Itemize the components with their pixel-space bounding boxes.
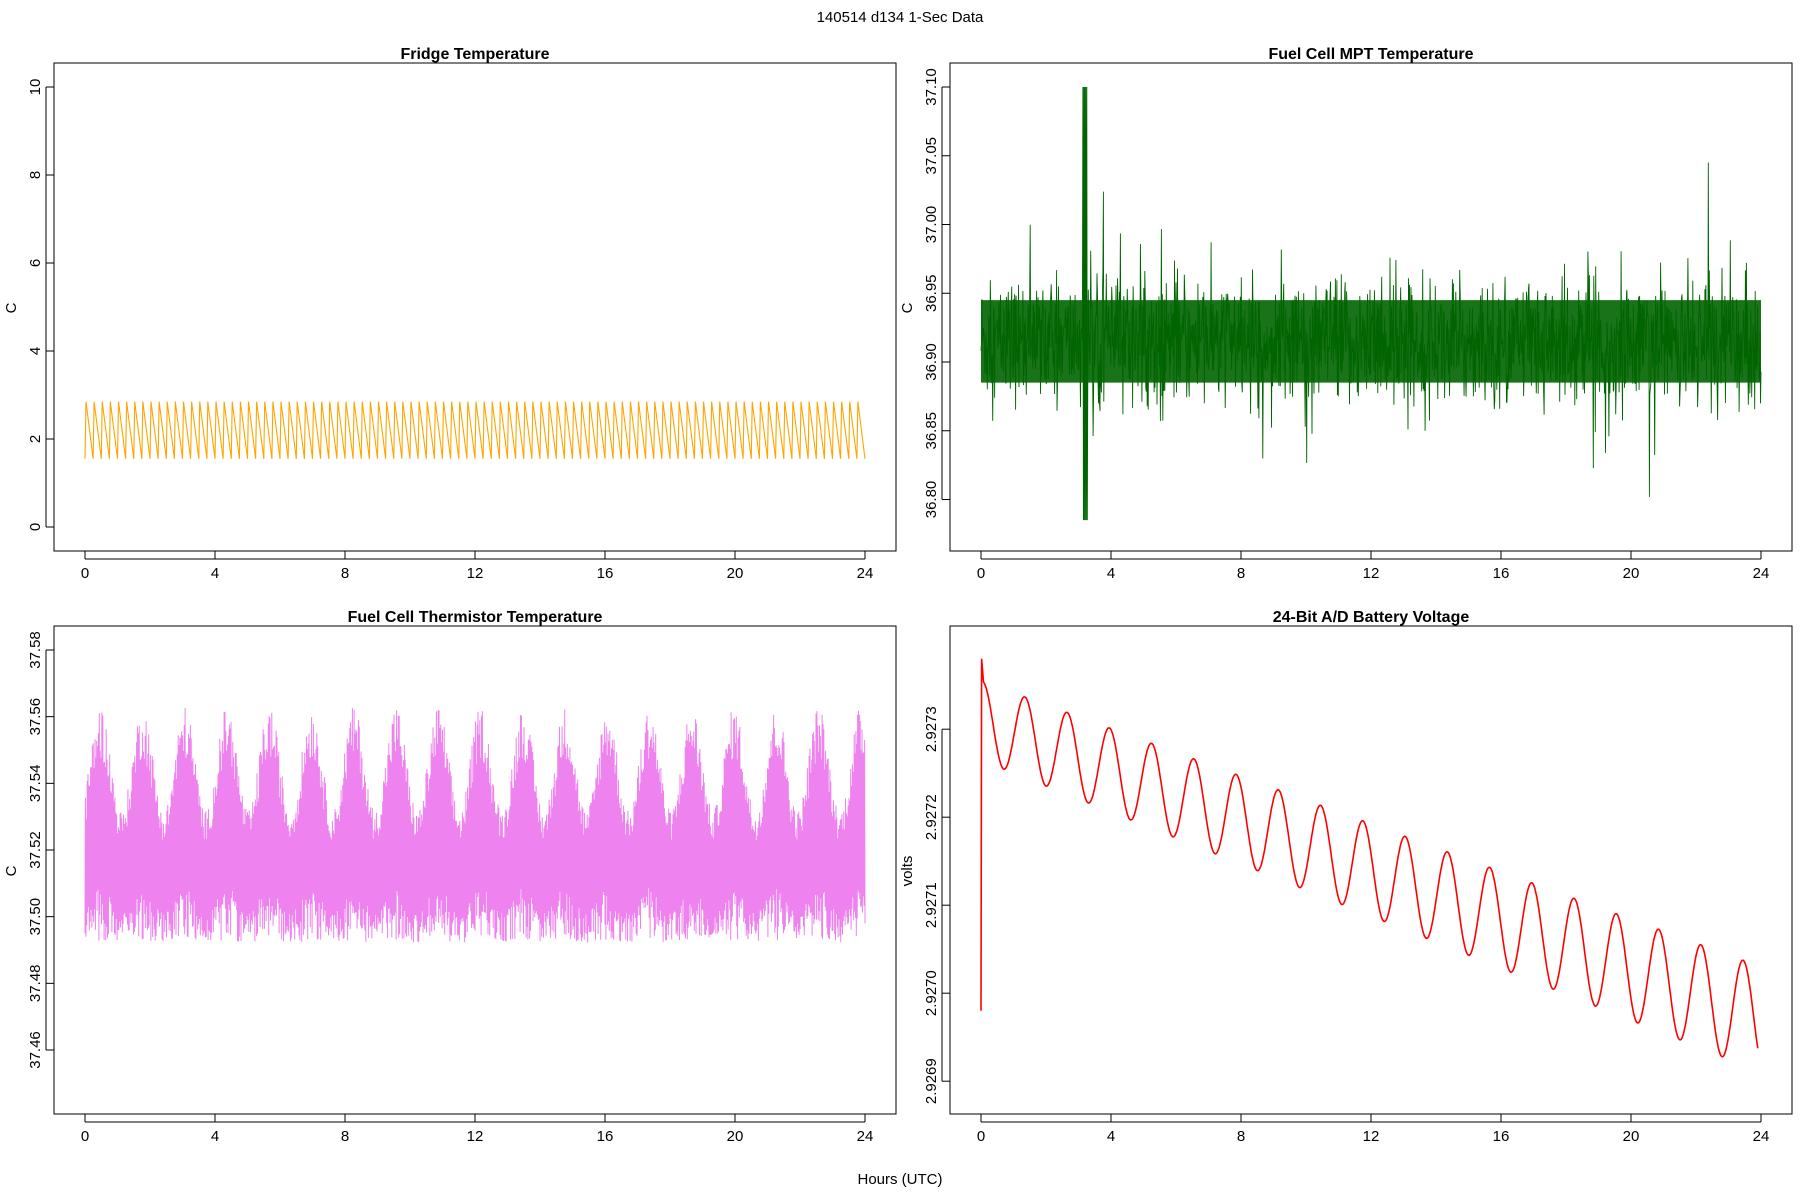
x-tick-label: 0 — [81, 565, 89, 582]
series-line — [980, 658, 1759, 1058]
y-tick-label: 37.54 — [27, 765, 44, 803]
y-axis-label: volts — [899, 856, 916, 887]
x-tick-label: 20 — [727, 565, 744, 582]
x-tick-label: 20 — [1623, 565, 1640, 582]
x-tick-label: 12 — [467, 565, 484, 582]
panel-title: Fridge Temperature — [400, 46, 549, 63]
x-tick-label: 16 — [1493, 1128, 1510, 1145]
y-tick-label: 37.52 — [27, 831, 44, 869]
series-line — [84, 401, 866, 459]
y-tick-label: 2.9271 — [923, 882, 940, 928]
y-tick-label: 37.00 — [923, 206, 940, 244]
plot-frame — [949, 625, 1793, 1115]
plot-frame — [53, 62, 897, 552]
y-tick-label: 10 — [27, 79, 44, 96]
x-tick-label: 0 — [81, 1128, 89, 1145]
battery-voltage-panel: 24-Bit A/D Battery Voltage volts 0 4 8 12 16… — [899, 609, 1793, 1145]
y-axis-label: C — [3, 865, 20, 876]
y-tick-label: 0 — [27, 523, 44, 531]
x-tick-label: 8 — [1237, 565, 1245, 582]
y-tick-label: 2.9273 — [923, 706, 940, 752]
x-tick-label: 20 — [1623, 1128, 1640, 1145]
figure-title: 140514 d134 1-Sec Data — [817, 9, 984, 26]
y-tick-label: 2.9272 — [923, 794, 940, 840]
x-tick-label: 8 — [341, 1128, 349, 1145]
fuel-cell-mpt-temperature-panel: Fuel Cell MPT Temperature C 0 4 8 12 16 20 24 3… — [899, 46, 1793, 582]
figure-xlabel: Hours (UTC) — [858, 1171, 943, 1188]
y-tick-label: 2.9269 — [923, 1058, 940, 1104]
series-line — [84, 707, 866, 943]
x-tick-label: 4 — [1107, 565, 1115, 582]
series-band — [981, 300, 1761, 383]
y-tick-label: 37.50 — [27, 898, 44, 936]
y-tick-label: 37.46 — [27, 1031, 44, 1069]
y-tick-label: 4 — [27, 347, 44, 355]
y-tick-label: 37.48 — [27, 965, 44, 1003]
x-tick-label: 24 — [857, 565, 874, 582]
y-tick-label: 2 — [27, 435, 44, 443]
x-tick-label: 24 — [857, 1128, 874, 1145]
x-tick-label: 16 — [597, 565, 614, 582]
fuel-cell-thermistor-temperature-panel: Fuel Cell Thermistor Temperature C 0 4 8 12… — [3, 609, 897, 1145]
y-tick-label: 36.80 — [923, 481, 940, 519]
x-tick-label: 12 — [1363, 565, 1380, 582]
y-tick-label: 37.05 — [923, 137, 940, 175]
y-axis-label: C — [899, 302, 916, 313]
y-tick-label: 37.10 — [923, 68, 940, 106]
y-tick-label: 37.56 — [27, 698, 44, 736]
y-tick-label: 37.58 — [27, 631, 44, 669]
x-tick-label: 16 — [597, 1128, 614, 1145]
x-tick-label: 8 — [1237, 1128, 1245, 1145]
x-tick-label: 12 — [467, 1128, 484, 1145]
panel-title: Fuel Cell Thermistor Temperature — [348, 609, 603, 626]
y-tick-label: 36.90 — [923, 343, 940, 381]
panel-title: Fuel Cell MPT Temperature — [1268, 46, 1473, 63]
y-tick-label: 36.95 — [923, 274, 940, 312]
x-tick-label: 24 — [1753, 1128, 1770, 1145]
x-tick-label: 4 — [1107, 1128, 1115, 1145]
x-tick-label: 0 — [977, 565, 985, 582]
y-tick-label: 2.9270 — [923, 970, 940, 1016]
y-tick-label: 36.85 — [923, 412, 940, 450]
x-tick-label: 4 — [211, 565, 219, 582]
x-tick-label: 12 — [1363, 1128, 1380, 1145]
x-tick-label: 8 — [341, 565, 349, 582]
x-tick-label: 16 — [1493, 565, 1510, 582]
x-tick-label: 20 — [727, 1128, 744, 1145]
panel-title: 24-Bit A/D Battery Voltage — [1273, 609, 1470, 626]
y-axis-label: C — [3, 302, 20, 313]
y-tick-label: 6 — [27, 259, 44, 267]
y-tick-label: 8 — [27, 171, 44, 179]
x-tick-label: 24 — [1753, 565, 1770, 582]
x-tick-label: 4 — [211, 1128, 219, 1145]
x-tick-label: 0 — [977, 1128, 985, 1145]
